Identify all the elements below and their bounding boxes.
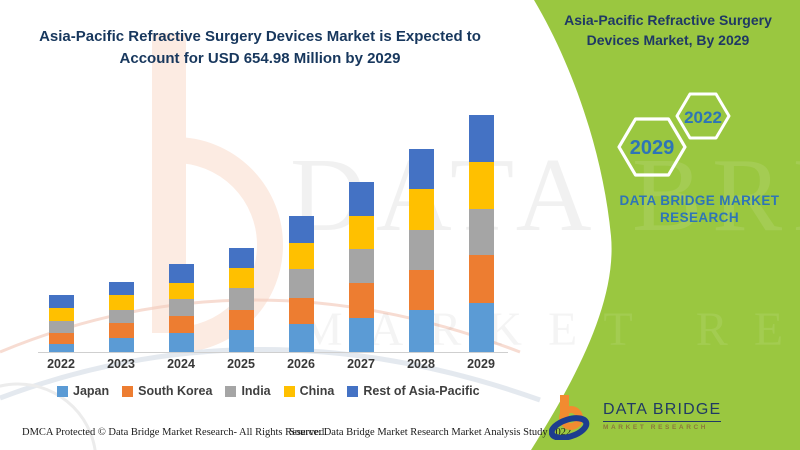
chart-title-line1: Asia-Pacific Refractive Surgery Devices … (39, 28, 481, 45)
legend-item-india: India (225, 384, 271, 398)
logo-name: DATA BRIDGE (603, 401, 722, 422)
watermark-logo-stem (152, 33, 186, 333)
chart-title-line2: Account for USD 654.98 Million by 2029 (119, 50, 401, 67)
legend-marker-japan (57, 385, 68, 397)
legend-label-rest-of-asia-pacific: Rest of Asia-Pacific (363, 384, 480, 398)
source-note: Source: Data Bridge Market Research Mark… (289, 427, 572, 438)
brand-text-line2: RESEARCH (660, 210, 739, 225)
watermark-swoosh-gray (0, 347, 541, 403)
legend-label-india: India (241, 384, 271, 398)
logo-swoosh (549, 415, 590, 440)
legend-item-south-korea: South Korea (122, 384, 212, 398)
chart-legend: Japan South Korea India China Rest of As… (57, 384, 480, 398)
legend-item-japan: Japan (57, 384, 109, 398)
logo-subtitle: MARKET RESEARCH (603, 424, 709, 431)
green-panel-shape (531, 0, 800, 450)
hexagon-2029 (617, 117, 687, 177)
watermark-logo-bowl (174, 137, 283, 353)
watermark-circle (0, 382, 97, 450)
legend-item-rest-of-asia-pacific: Rest of Asia-Pacific (347, 384, 480, 398)
legend-marker-rest-of-asia-pacific (347, 385, 359, 397)
data-bridge-logo: DATA BRIDGE MARKET RESEARCH (549, 392, 722, 440)
data-bridge-logo-icon (549, 395, 590, 440)
legend-marker-india (225, 385, 237, 397)
legend-label-japan: Japan (73, 384, 110, 398)
legend-label-china: China (299, 384, 335, 398)
legend-label-south-korea: South Korea (138, 384, 213, 398)
chart-title: Asia-Pacific Refractive Surgery Devices … (35, 26, 485, 70)
x-axis-line (38, 352, 508, 353)
logo-text: DATA BRIDGE MARKET RESEARCH (603, 401, 722, 431)
brand-text-line1: DATA BRIDGE MARKET (619, 193, 780, 208)
hexagon-2022-label: 2022 (684, 108, 722, 127)
dmca-notice: DMCA Protected © Data Bridge Market Rese… (22, 427, 327, 438)
legend-marker-south-korea (122, 385, 134, 397)
hexagon-2022 (675, 92, 731, 140)
side-panel-title: Asia-Pacific Refractive Surgery Devices … (553, 10, 783, 50)
side-panel-title-line1: Asia-Pacific Refractive Surgery (564, 12, 772, 28)
brand-text: DATA BRIDGE MARKET RESEARCH (612, 192, 787, 226)
side-panel-title-line2: Devices Market, By 2029 (586, 32, 750, 48)
legend-item-china: China (283, 384, 335, 398)
hexagon-2029-label: 2029 (630, 137, 675, 159)
legend-marker-china (283, 385, 295, 397)
